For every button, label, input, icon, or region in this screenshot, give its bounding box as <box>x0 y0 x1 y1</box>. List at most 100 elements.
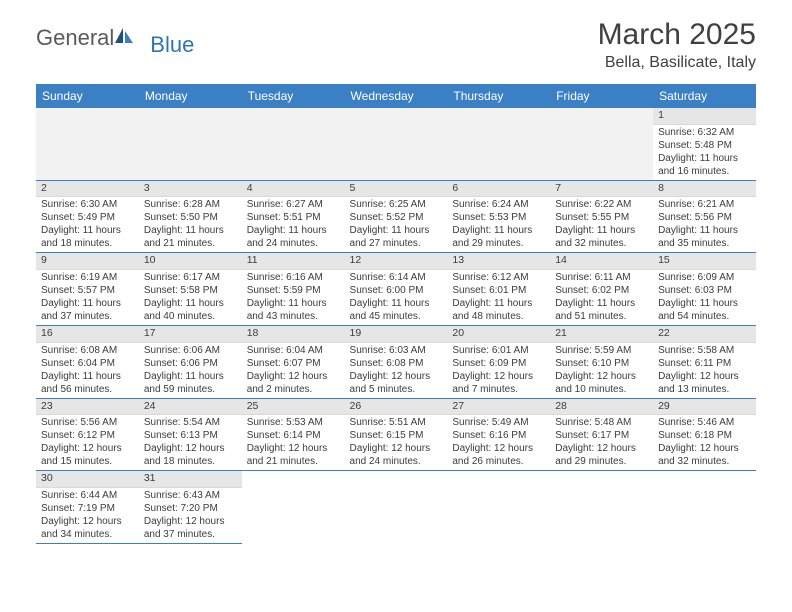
day-number: 1 <box>653 108 756 125</box>
calendar-cell: 19Sunrise: 6:03 AMSunset: 6:08 PMDayligh… <box>345 325 448 398</box>
day-number: 27 <box>447 399 550 416</box>
calendar-row: 2Sunrise: 6:30 AMSunset: 5:49 PMDaylight… <box>36 180 756 253</box>
day-details: Sunrise: 6:11 AMSunset: 6:02 PMDaylight:… <box>550 270 653 325</box>
day-number: 4 <box>242 181 345 198</box>
day-number: 22 <box>653 326 756 343</box>
day-details: Sunrise: 6:08 AMSunset: 6:04 PMDaylight:… <box>36 343 139 398</box>
calendar-cell: 28Sunrise: 5:48 AMSunset: 6:17 PMDayligh… <box>550 398 653 471</box>
day-details: Sunrise: 6:09 AMSunset: 6:03 PMDaylight:… <box>653 270 756 325</box>
calendar-cell: 21Sunrise: 5:59 AMSunset: 6:10 PMDayligh… <box>550 325 653 398</box>
logo-text-blue: Blue <box>150 32 194 58</box>
day-details: Sunrise: 6:03 AMSunset: 6:08 PMDaylight:… <box>345 343 448 398</box>
calendar-cell-empty <box>447 471 550 544</box>
day-details: Sunrise: 5:46 AMSunset: 6:18 PMDaylight:… <box>653 415 756 470</box>
calendar-cell-empty <box>345 108 448 180</box>
calendar-cell: 23Sunrise: 5:56 AMSunset: 6:12 PMDayligh… <box>36 398 139 471</box>
weekday-header: Sunday <box>36 84 139 108</box>
calendar-cell-empty <box>139 108 242 180</box>
day-number: 18 <box>242 326 345 343</box>
calendar-cell: 16Sunrise: 6:08 AMSunset: 6:04 PMDayligh… <box>36 325 139 398</box>
calendar-cell: 12Sunrise: 6:14 AMSunset: 6:00 PMDayligh… <box>345 253 448 326</box>
weekday-header: Thursday <box>447 84 550 108</box>
logo-text-general: General <box>36 25 114 51</box>
calendar-cell: 18Sunrise: 6:04 AMSunset: 6:07 PMDayligh… <box>242 325 345 398</box>
weekday-header: Tuesday <box>242 84 345 108</box>
calendar-cell: 15Sunrise: 6:09 AMSunset: 6:03 PMDayligh… <box>653 253 756 326</box>
title-block: March 2025 Bella, Basilicate, Italy <box>598 18 756 72</box>
calendar-cell: 5Sunrise: 6:25 AMSunset: 5:52 PMDaylight… <box>345 180 448 253</box>
calendar-cell-empty <box>653 471 756 544</box>
day-details: Sunrise: 6:04 AMSunset: 6:07 PMDaylight:… <box>242 343 345 398</box>
day-details: Sunrise: 6:24 AMSunset: 5:53 PMDaylight:… <box>447 197 550 252</box>
day-number: 7 <box>550 181 653 198</box>
calendar-cell: 29Sunrise: 5:46 AMSunset: 6:18 PMDayligh… <box>653 398 756 471</box>
day-details: Sunrise: 5:51 AMSunset: 6:15 PMDaylight:… <box>345 415 448 470</box>
header: General Blue March 2025 Bella, Basilicat… <box>0 0 792 78</box>
calendar-cell: 2Sunrise: 6:30 AMSunset: 5:49 PMDaylight… <box>36 180 139 253</box>
calendar-row: 16Sunrise: 6:08 AMSunset: 6:04 PMDayligh… <box>36 325 756 398</box>
day-number: 25 <box>242 399 345 416</box>
day-number: 19 <box>345 326 448 343</box>
day-details: Sunrise: 6:14 AMSunset: 6:00 PMDaylight:… <box>345 270 448 325</box>
weekday-header: Friday <box>550 84 653 108</box>
calendar-cell: 24Sunrise: 5:54 AMSunset: 6:13 PMDayligh… <box>139 398 242 471</box>
day-details: Sunrise: 5:56 AMSunset: 6:12 PMDaylight:… <box>36 415 139 470</box>
calendar-cell: 27Sunrise: 5:49 AMSunset: 6:16 PMDayligh… <box>447 398 550 471</box>
day-number: 15 <box>653 253 756 270</box>
day-details: Sunrise: 6:28 AMSunset: 5:50 PMDaylight:… <box>139 197 242 252</box>
day-number: 13 <box>447 253 550 270</box>
weekday-header: Wednesday <box>345 84 448 108</box>
day-number: 12 <box>345 253 448 270</box>
calendar-cell: 13Sunrise: 6:12 AMSunset: 6:01 PMDayligh… <box>447 253 550 326</box>
calendar-cell-empty <box>242 108 345 180</box>
calendar-header-row: SundayMondayTuesdayWednesdayThursdayFrid… <box>36 84 756 108</box>
calendar-cell: 1Sunrise: 6:32 AMSunset: 5:48 PMDaylight… <box>653 108 756 180</box>
calendar-cell: 25Sunrise: 5:53 AMSunset: 6:14 PMDayligh… <box>242 398 345 471</box>
day-number: 21 <box>550 326 653 343</box>
day-details: Sunrise: 6:25 AMSunset: 5:52 PMDaylight:… <box>345 197 448 252</box>
calendar-cell-empty <box>550 108 653 180</box>
weekday-header: Saturday <box>653 84 756 108</box>
logo-sail-icon <box>114 27 134 45</box>
day-details: Sunrise: 5:59 AMSunset: 6:10 PMDaylight:… <box>550 343 653 398</box>
calendar-cell: 31Sunrise: 6:43 AMSunset: 7:20 PMDayligh… <box>139 471 242 544</box>
calendar-cell-empty <box>36 108 139 180</box>
day-details: Sunrise: 6:12 AMSunset: 6:01 PMDaylight:… <box>447 270 550 325</box>
calendar-table: SundayMondayTuesdayWednesdayThursdayFrid… <box>36 84 756 544</box>
calendar-row: 30Sunrise: 6:44 AMSunset: 7:19 PMDayligh… <box>36 471 756 544</box>
day-details: Sunrise: 5:54 AMSunset: 6:13 PMDaylight:… <box>139 415 242 470</box>
calendar-cell: 22Sunrise: 5:58 AMSunset: 6:11 PMDayligh… <box>653 325 756 398</box>
day-number: 26 <box>345 399 448 416</box>
day-details: Sunrise: 6:19 AMSunset: 5:57 PMDaylight:… <box>36 270 139 325</box>
day-details: Sunrise: 6:43 AMSunset: 7:20 PMDaylight:… <box>139 488 242 543</box>
calendar-cell: 30Sunrise: 6:44 AMSunset: 7:19 PMDayligh… <box>36 471 139 544</box>
day-number: 24 <box>139 399 242 416</box>
day-details: Sunrise: 5:58 AMSunset: 6:11 PMDaylight:… <box>653 343 756 398</box>
calendar-cell: 14Sunrise: 6:11 AMSunset: 6:02 PMDayligh… <box>550 253 653 326</box>
calendar-cell: 8Sunrise: 6:21 AMSunset: 5:56 PMDaylight… <box>653 180 756 253</box>
day-details: Sunrise: 6:21 AMSunset: 5:56 PMDaylight:… <box>653 197 756 252</box>
day-number: 11 <box>242 253 345 270</box>
calendar-cell: 4Sunrise: 6:27 AMSunset: 5:51 PMDaylight… <box>242 180 345 253</box>
weekday-header: Monday <box>139 84 242 108</box>
day-number: 3 <box>139 181 242 198</box>
day-details: Sunrise: 5:49 AMSunset: 6:16 PMDaylight:… <box>447 415 550 470</box>
calendar-cell-empty <box>447 108 550 180</box>
day-number: 14 <box>550 253 653 270</box>
day-details: Sunrise: 6:16 AMSunset: 5:59 PMDaylight:… <box>242 270 345 325</box>
day-details: Sunrise: 6:27 AMSunset: 5:51 PMDaylight:… <box>242 197 345 252</box>
calendar-cell: 20Sunrise: 6:01 AMSunset: 6:09 PMDayligh… <box>447 325 550 398</box>
day-number: 29 <box>653 399 756 416</box>
calendar-row: 1Sunrise: 6:32 AMSunset: 5:48 PMDaylight… <box>36 108 756 180</box>
calendar-cell-empty <box>242 471 345 544</box>
calendar-cell-empty <box>550 471 653 544</box>
day-number: 30 <box>36 471 139 488</box>
day-number: 28 <box>550 399 653 416</box>
day-number: 17 <box>139 326 242 343</box>
day-details: Sunrise: 5:53 AMSunset: 6:14 PMDaylight:… <box>242 415 345 470</box>
day-number: 5 <box>345 181 448 198</box>
logo: General Blue <box>36 18 194 58</box>
month-title: March 2025 <box>598 18 756 52</box>
day-details: Sunrise: 6:01 AMSunset: 6:09 PMDaylight:… <box>447 343 550 398</box>
day-number: 23 <box>36 399 139 416</box>
